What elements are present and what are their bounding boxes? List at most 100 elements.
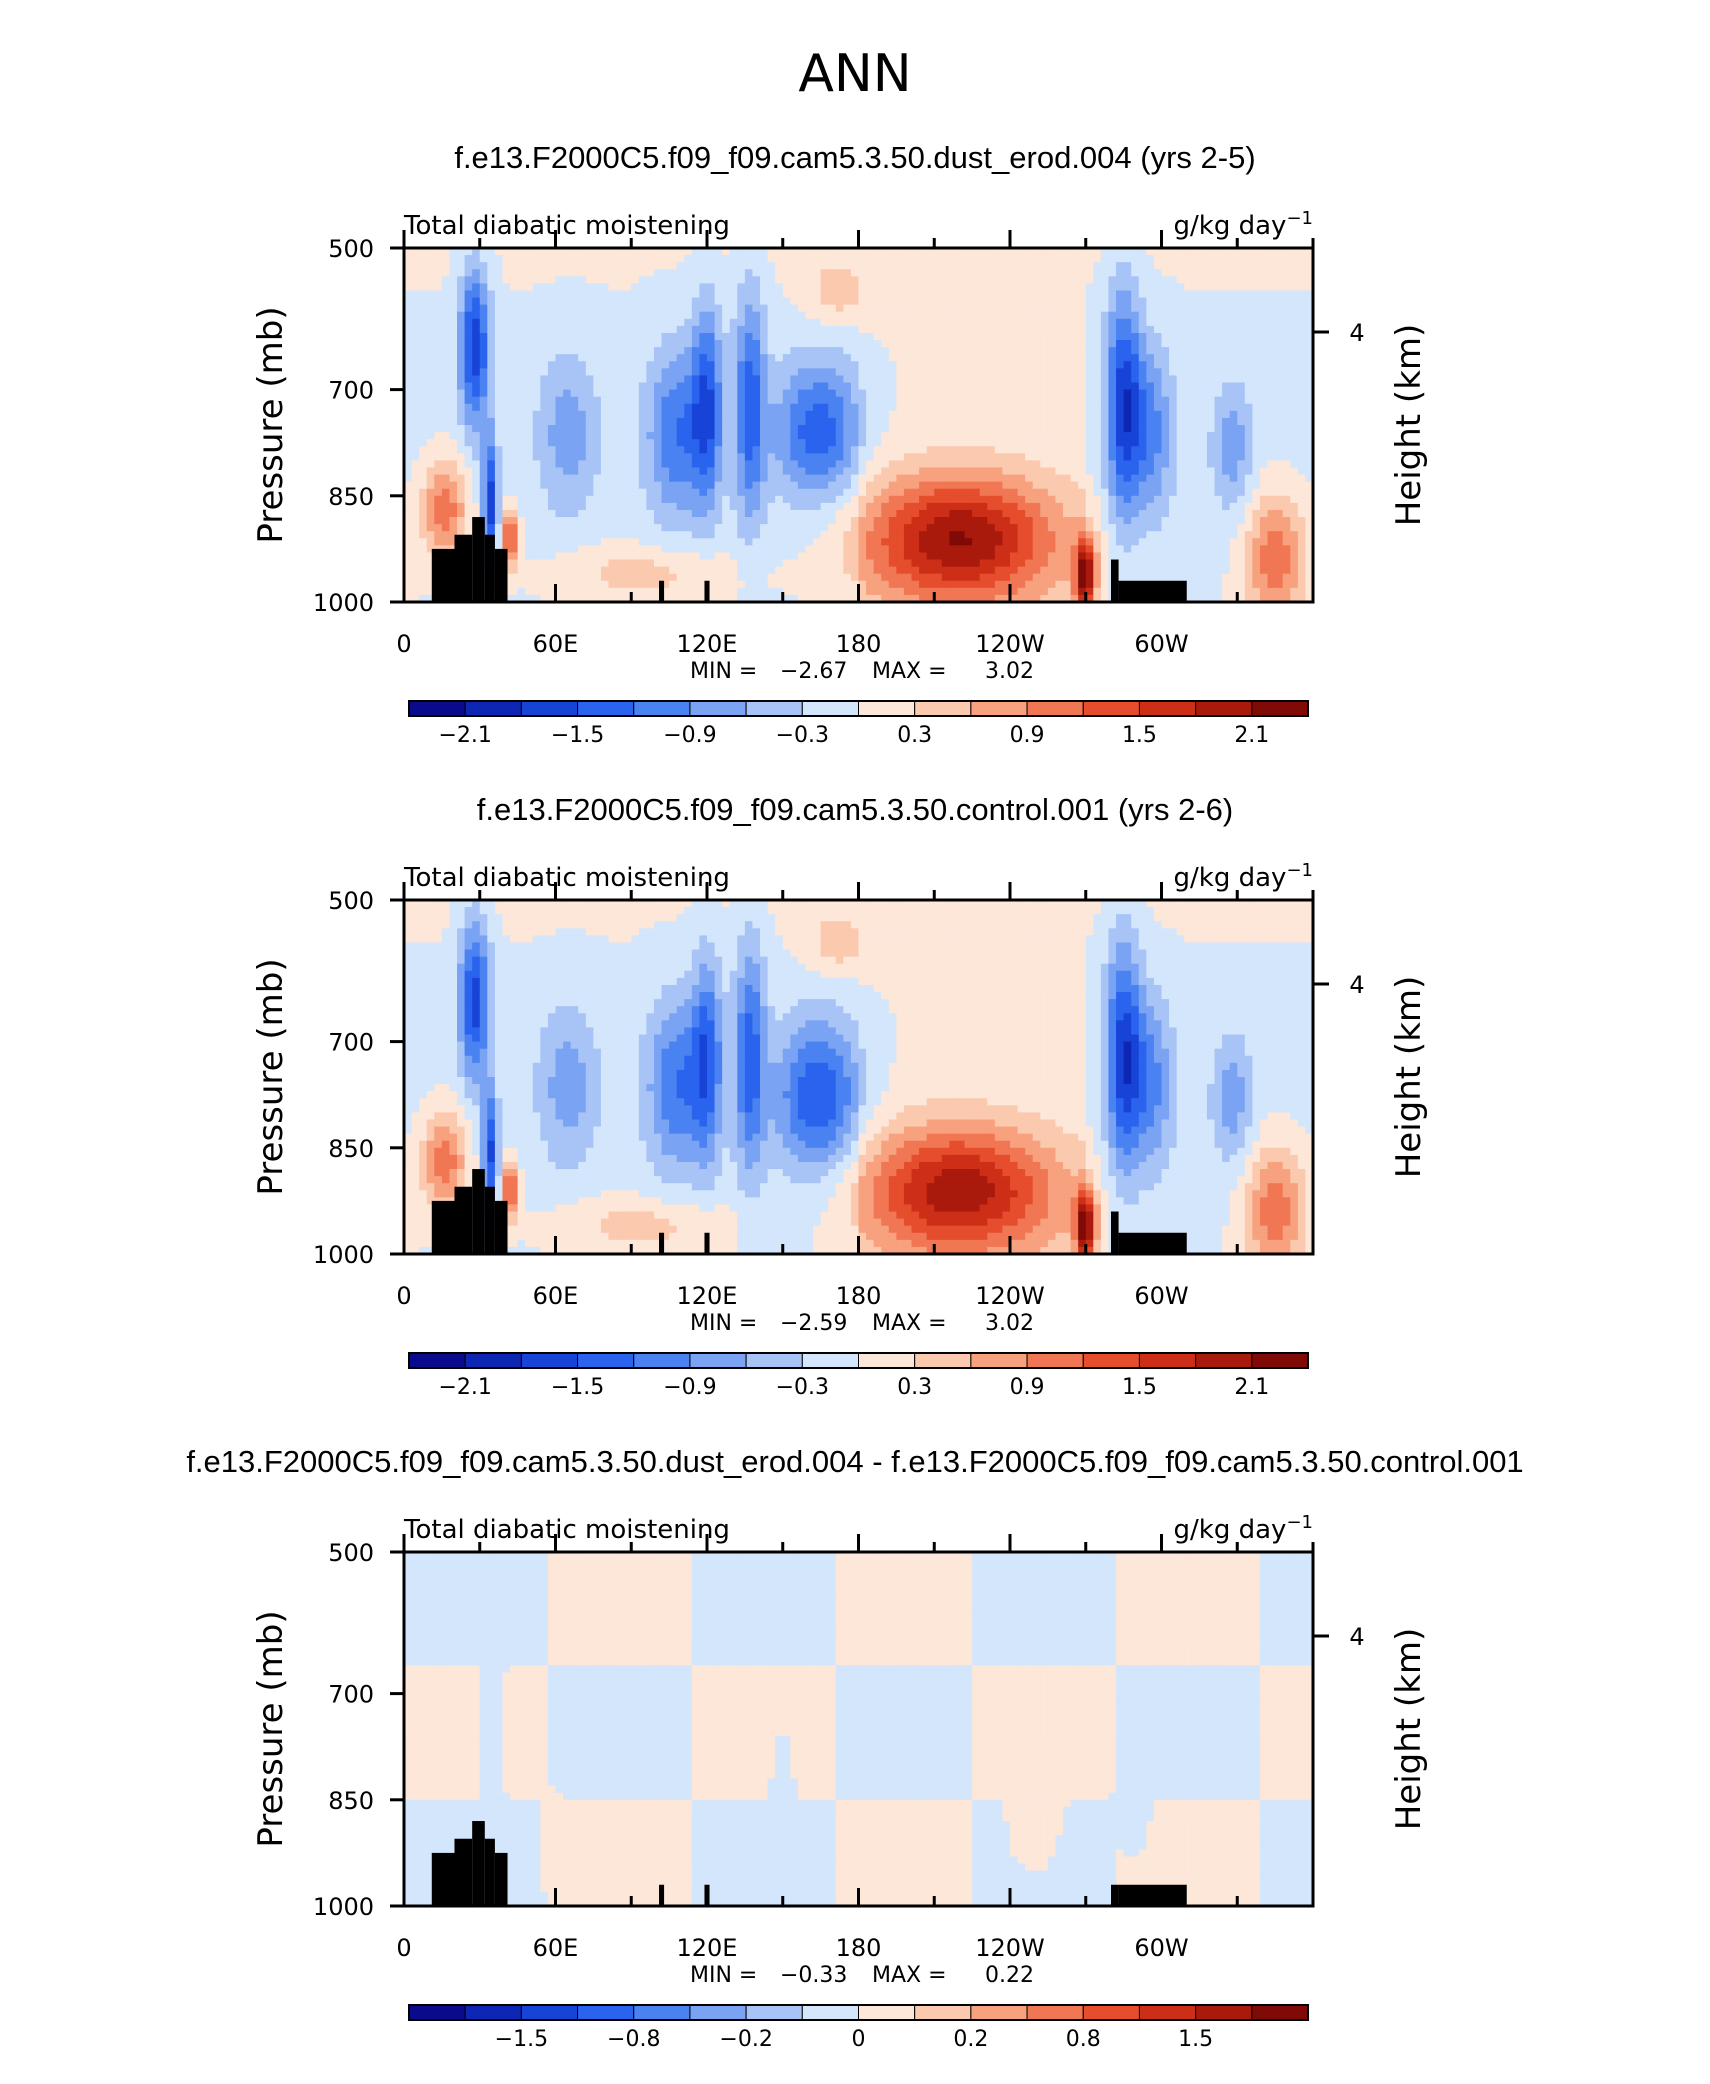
contour-cell (585, 396, 594, 405)
contour-cell (1146, 332, 1155, 341)
contour-cell (858, 318, 867, 327)
contour-cell (691, 389, 701, 398)
contour-cell (653, 580, 663, 589)
contour-cell (532, 255, 541, 263)
contour-cell (411, 580, 420, 589)
contour-cell (608, 446, 617, 454)
contour-cell (570, 524, 579, 532)
contour-cell (903, 283, 913, 292)
contour-cell (919, 488, 928, 497)
contour-cell (934, 517, 943, 525)
contour-cell (1085, 389, 1094, 398)
contour-cell (502, 446, 511, 454)
contour-cell (722, 460, 731, 469)
contour-cell (903, 403, 913, 412)
contour-cell (547, 347, 557, 355)
contour-cell (964, 410, 973, 419)
contour-cell (479, 354, 488, 362)
contour-cell (919, 410, 928, 419)
contour-cell (661, 439, 670, 447)
contour-cell (903, 375, 913, 384)
contour-cell (600, 531, 610, 539)
contour-cell (616, 481, 625, 490)
contour-cell (896, 255, 905, 263)
contour-cell (1002, 495, 1011, 504)
contour-cell (767, 425, 776, 433)
contour-cell (494, 297, 504, 306)
contour-cell (797, 332, 807, 341)
contour-cell (608, 538, 617, 546)
contour-cell (593, 276, 602, 284)
contour-cell (691, 453, 701, 461)
contour-cell (449, 460, 458, 469)
contour-cell (608, 361, 617, 369)
contour-cell (1078, 332, 1087, 341)
contour-cell (494, 375, 504, 384)
contour-cell (813, 375, 822, 384)
contour-cell (419, 340, 428, 348)
contour-cell (699, 276, 708, 284)
contour-cell (457, 453, 466, 461)
contour-cell (737, 325, 746, 334)
contour-cell (729, 566, 738, 575)
contour-cell (835, 417, 844, 426)
contour-cell (464, 340, 473, 348)
contour-cell (813, 502, 822, 511)
contour-cell (835, 304, 844, 313)
contour-cell (903, 566, 913, 575)
contour-cell (585, 432, 594, 440)
contour-cell (873, 495, 882, 504)
contour-cell (684, 460, 693, 469)
contour-cell (578, 382, 587, 391)
contour-cell (623, 481, 632, 490)
contour-cell (949, 269, 958, 277)
contour-cell (994, 340, 1004, 348)
contour-cell (919, 248, 928, 256)
contour-cell (1002, 290, 1011, 299)
contour-cell (616, 403, 625, 412)
contour-cell (782, 573, 791, 582)
contour-cell (737, 361, 746, 369)
contour-cell (1010, 417, 1019, 426)
contour-cell (972, 467, 981, 476)
contour-cell (1040, 318, 1049, 327)
contour-cell (737, 545, 746, 554)
contour-cell (510, 325, 519, 334)
contour-cell (1078, 594, 1087, 603)
contour-cell (434, 502, 443, 511)
contour-cell (987, 453, 996, 461)
contour-cell (669, 545, 678, 554)
contour-cell (941, 417, 951, 426)
contour-cell (1093, 354, 1102, 362)
contour-cell (676, 304, 685, 313)
contour-cell (903, 573, 913, 582)
contour-cell (1153, 488, 1163, 497)
contour-cell (1040, 248, 1049, 256)
contour-cell (1153, 255, 1163, 263)
contour-cell (578, 509, 587, 518)
contour-cell (1017, 276, 1026, 284)
contour-cell (744, 559, 754, 568)
contour-cell (699, 269, 708, 277)
contour-cell (676, 255, 685, 263)
contour-cell (457, 283, 466, 292)
contour-cell (820, 382, 829, 391)
contour-cell (994, 580, 1004, 589)
contour-cell (843, 559, 852, 568)
contour-cell (1055, 538, 1064, 546)
contour-cell (987, 262, 996, 270)
contour-cell (669, 382, 678, 391)
contour-cell (494, 290, 504, 299)
contour-cell (593, 389, 602, 398)
contour-cell (775, 368, 784, 377)
contour-cell (934, 425, 943, 433)
contour-cell (684, 269, 693, 277)
contour-cell (1093, 311, 1102, 320)
contour-cell (979, 375, 988, 384)
contour-cell (676, 573, 685, 582)
contour-cell (964, 594, 973, 603)
contour-cell (411, 290, 420, 299)
contour-cell (434, 474, 443, 483)
contour-cell (555, 417, 564, 426)
contour-cell (547, 594, 557, 603)
